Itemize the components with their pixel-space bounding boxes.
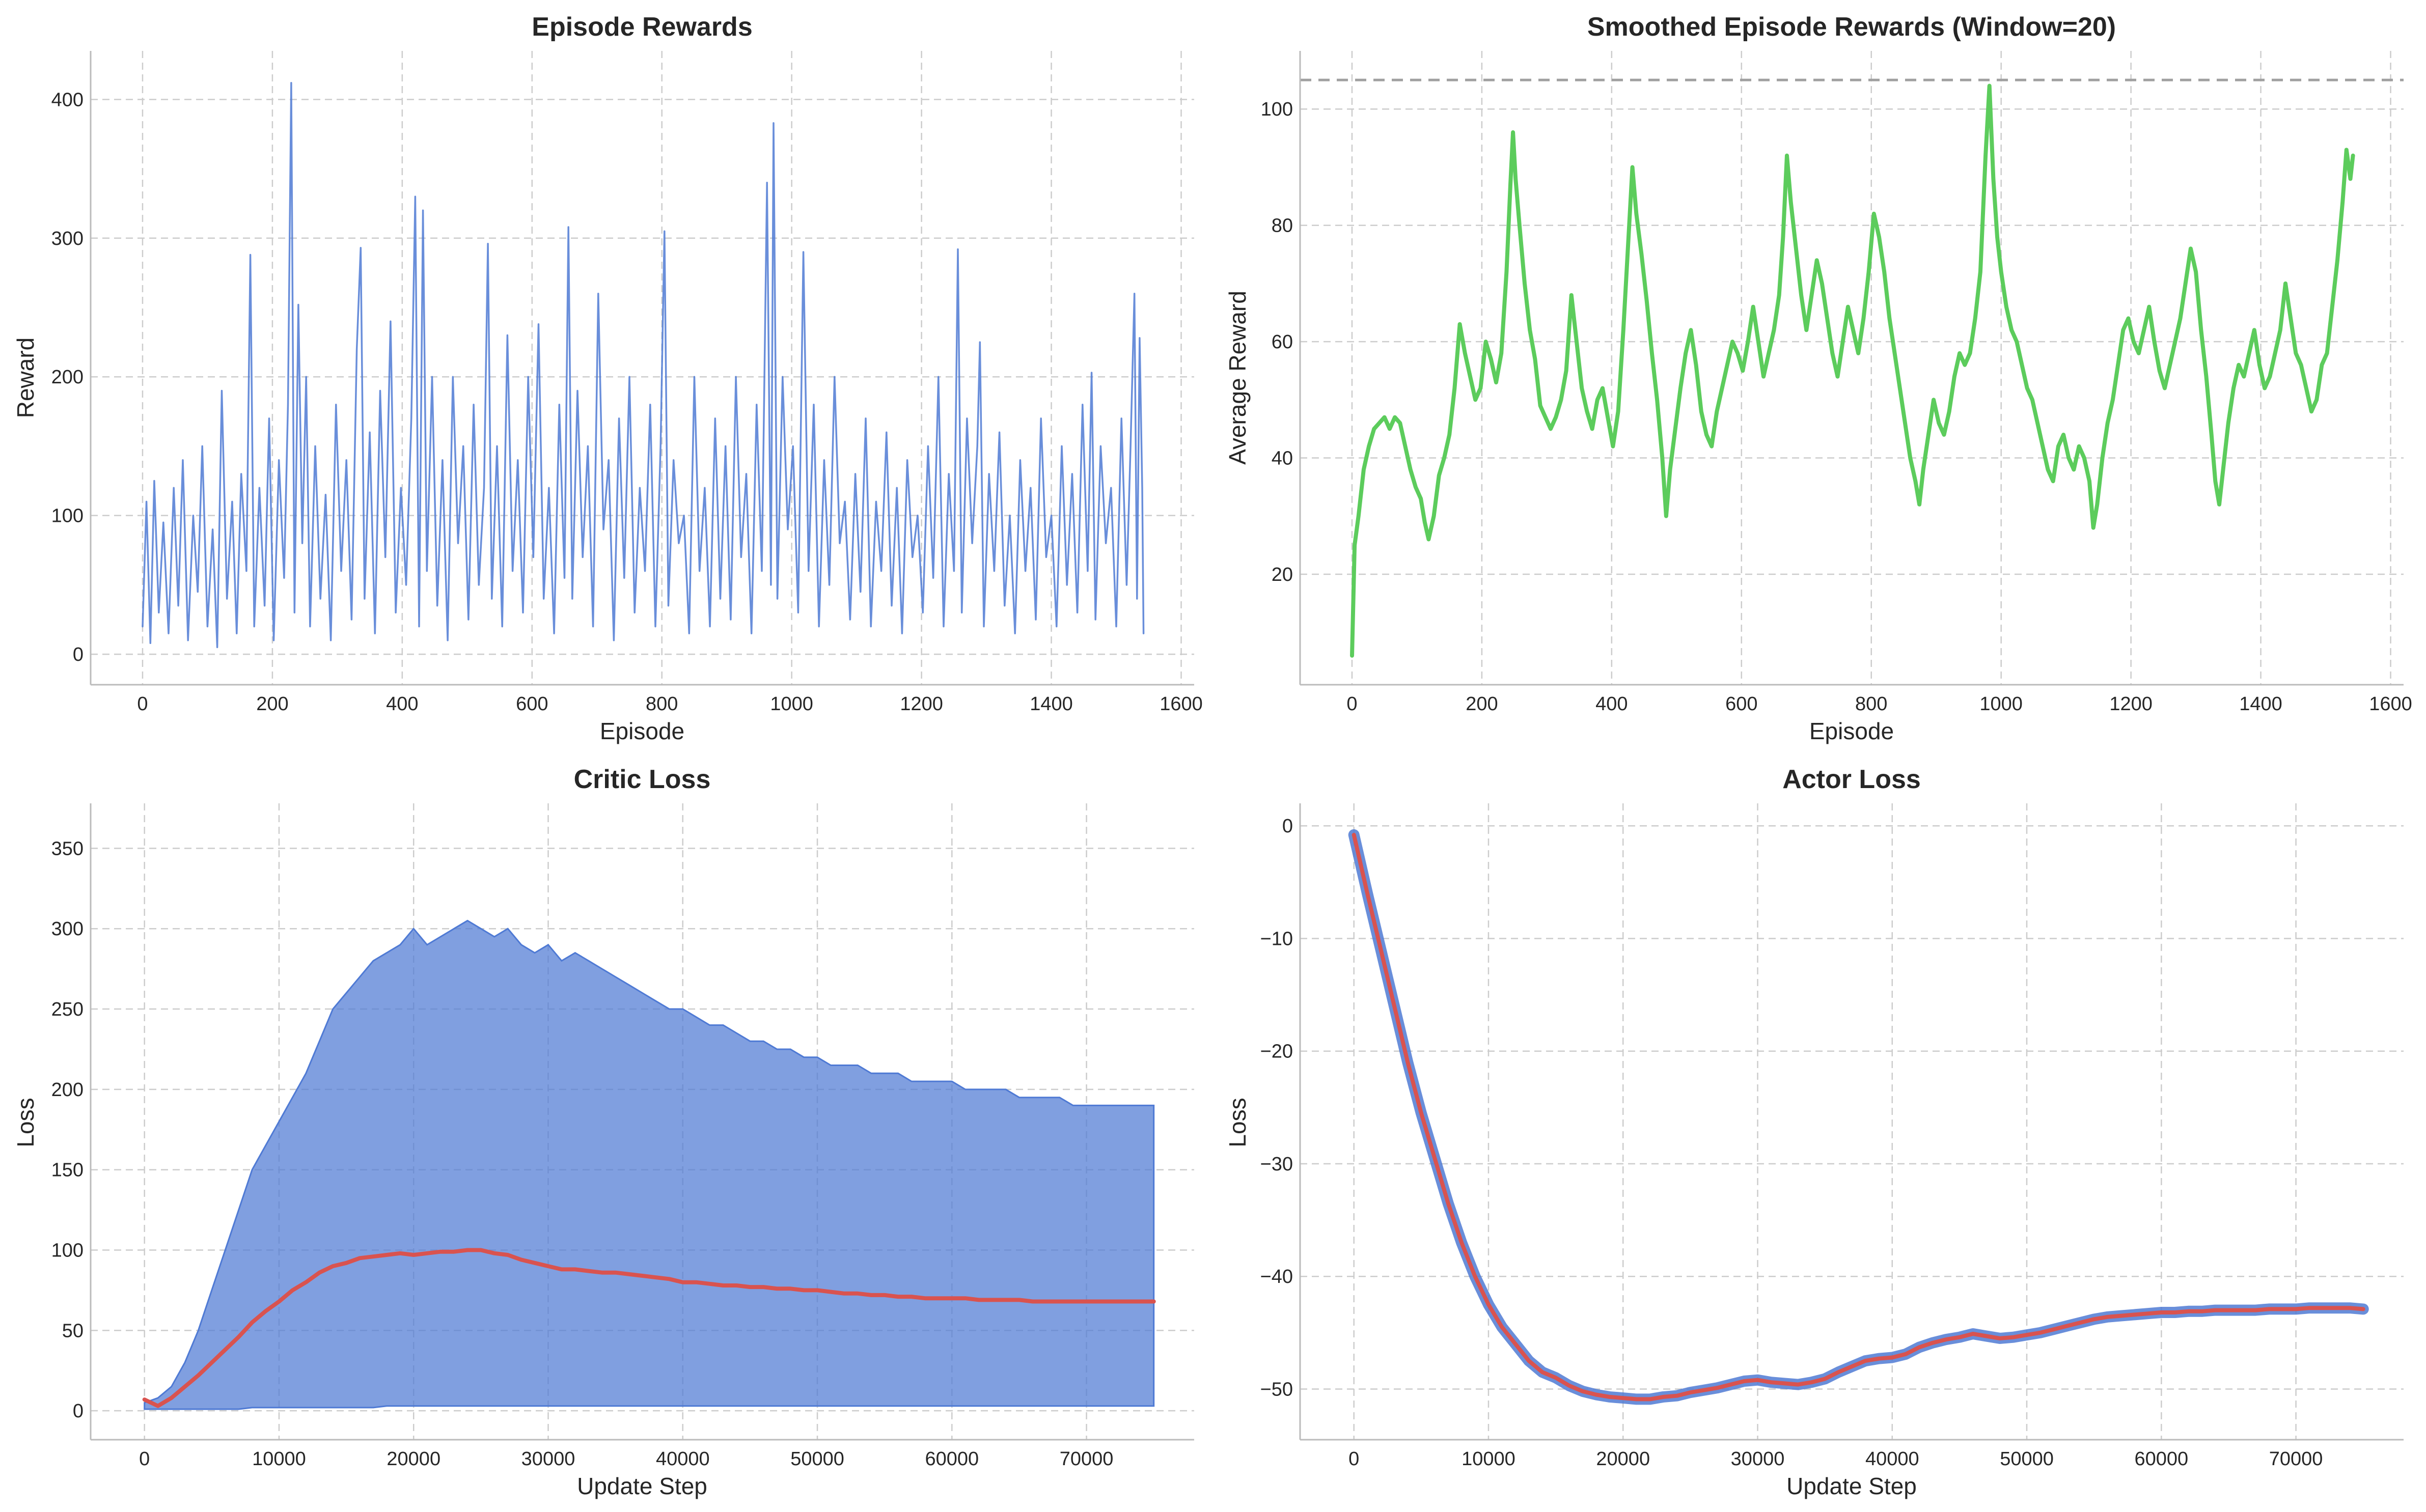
x-tick-label: 60000 [925,1448,979,1470]
y-tick-label: 40 [1272,448,1293,469]
x-tick-label: 60000 [2134,1448,2188,1470]
x-tick-label: 50000 [790,1448,844,1470]
x-tick-label: 0 [137,693,148,715]
y-tick-label: 100 [51,1240,84,1262]
smoothed-series-line [1350,83,2355,658]
y-axis-label: Reward [12,338,39,418]
smoothed-series-line [1352,832,2365,1402]
x-tick-label: 1400 [1030,693,1073,715]
y-tick-label: 400 [51,89,84,110]
chart-title: Episode Rewards [532,12,752,42]
x-tick-label: 40000 [1865,1448,1919,1470]
y-tick-label: 60 [1272,331,1293,353]
x-tick-label: 40000 [656,1448,710,1470]
x-tick-label: 10000 [252,1448,306,1470]
axes-layer: 0 10000 20000 30000 40000 50000 60000 70000 0 −10… [1260,803,2404,1470]
x-axis-label: Episode [1809,718,1894,744]
x-tick-label: 30000 [521,1448,575,1470]
y-tick-label: 200 [51,1079,84,1101]
x-tick-label: 70000 [1060,1448,1114,1470]
y-tick-label: 0 [73,644,84,665]
x-axis-label: Update Step [1786,1473,1917,1499]
chart-title: Critic Loss [574,765,711,794]
x-tick-label: 0 [139,1448,150,1470]
axes-layer: 0 200 400 600 800 1000 1200 1400 1600 0 100 200 300 4… [51,51,1203,715]
raw-series-line [142,81,1145,649]
y-tick-label: 80 [1272,215,1293,237]
series-layer [1348,829,2369,1405]
x-tick-label: 1000 [770,693,813,715]
y-tick-label: 100 [51,506,84,527]
x-tick-label: 400 [386,693,418,715]
y-tick-label: 250 [51,999,84,1020]
y-tick-label: −10 [1260,928,1293,949]
y-tick-label: −20 [1260,1041,1293,1062]
y-tick-label: −50 [1260,1379,1293,1400]
x-tick-label: 1600 [2369,693,2412,715]
x-axis-label: Update Step [577,1473,707,1499]
x-tick-label: 10000 [1462,1448,1515,1470]
series-layer [142,81,1145,649]
x-tick-label: 0 [1348,1448,1359,1470]
y-axis-label: Average Reward [1224,291,1251,465]
x-tick-label: 400 [1595,693,1628,715]
series-layer [142,919,1156,1410]
x-tick-label: 20000 [1596,1448,1650,1470]
x-tick-label: 800 [646,693,678,715]
y-tick-label: 50 [62,1320,84,1341]
x-tick-label: 70000 [2269,1448,2323,1470]
x-tick-label: 600 [1725,693,1757,715]
panel-episode-rewards: Episode Rewards 0 200 400 600 800 1000 1200 140… [12,12,1203,744]
x-axis-label: Episode [600,718,684,744]
axes-layer: 0 10000 20000 30000 40000 50000 60000 70000 0 50 1… [51,803,1194,1470]
raw-series-line [1348,829,2369,1405]
axes-layer: 0 200 400 600 800 1000 1200 1400 1600 20 40 60 80 100 [1261,51,2412,715]
panel-smoothed-rewards: Smoothed Episode Rewards (Window=20) 0 20… [1224,12,2412,744]
y-tick-label: 100 [1261,99,1293,120]
x-tick-label: 200 [256,693,288,715]
y-tick-label: 150 [51,1160,84,1181]
raw-loss-band [144,919,1155,1410]
panel-actor-loss: Actor Loss 0 10000 20000 30000 40000 50000 600… [1224,765,2404,1499]
y-tick-label: −30 [1260,1154,1293,1175]
y-axis-label: Loss [12,1098,39,1147]
x-tick-label: 50000 [2000,1448,2054,1470]
x-tick-label: 1200 [900,693,943,715]
y-tick-label: −40 [1260,1266,1293,1287]
series-layer [1300,78,2404,658]
x-tick-label: 1600 [1160,693,1203,715]
x-tick-label: 0 [1346,693,1357,715]
x-tick-label: 200 [1466,693,1498,715]
y-tick-label: 20 [1272,564,1293,585]
y-axis-label: Loss [1224,1098,1251,1147]
panel-critic-loss: Critic Loss 0 10000 20000 30000 40000 50000 60… [12,765,1194,1499]
y-tick-label: 350 [51,838,84,859]
smoothed-series-line [142,1248,1156,1408]
y-tick-label: 0 [1282,816,1293,837]
grid-layer [1300,803,2404,1440]
x-tick-label: 1000 [1979,693,2023,715]
x-tick-label: 20000 [387,1448,440,1470]
x-tick-label: 1200 [2109,693,2153,715]
x-tick-label: 800 [1855,693,1887,715]
chart-title: Smoothed Episode Rewards (Window=20) [1587,12,2116,42]
y-tick-label: 0 [73,1401,84,1422]
y-tick-label: 300 [51,228,84,249]
x-tick-label: 30000 [1731,1448,1785,1470]
chart-title: Actor Loss [1782,765,1921,794]
y-tick-label: 300 [51,918,84,940]
y-tick-label: 200 [51,367,84,388]
x-tick-label: 1400 [2239,693,2282,715]
x-tick-label: 600 [516,693,548,715]
